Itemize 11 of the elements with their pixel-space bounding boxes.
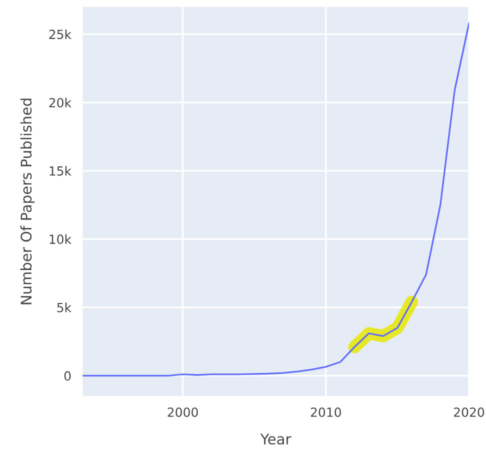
y-tick-label: 25k — [49, 29, 72, 40]
y-tick-label: 20k — [49, 98, 72, 108]
y-tick-label: 10k — [50, 234, 72, 244]
y-tick-label: 0 — [64, 371, 71, 381]
x-tick-label: 2000 — [168, 408, 198, 417]
y-tick-label: 5k — [57, 302, 72, 312]
y-tick-label: 15k — [50, 166, 72, 176]
x-axis-title: Year — [260, 434, 292, 445]
x-tick-label: 2010 — [310, 408, 341, 417]
y-axis-title: Number Of Papers Published — [20, 98, 34, 304]
x-tick-label: 2020 — [454, 408, 484, 417]
